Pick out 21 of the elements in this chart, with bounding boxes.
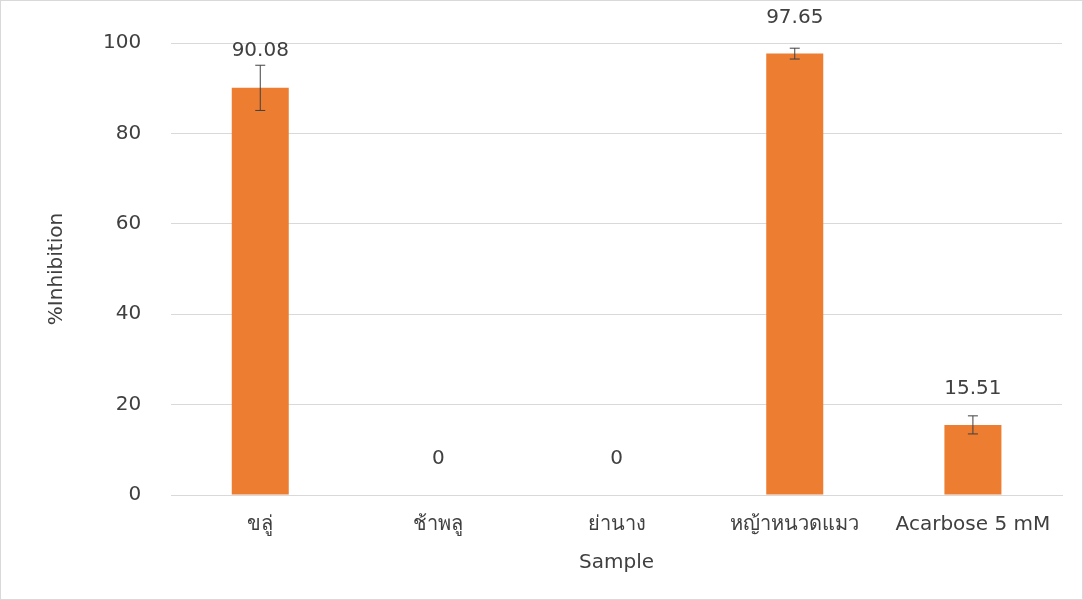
bar xyxy=(766,53,824,495)
x-tick-label: ขลู่ xyxy=(247,511,274,537)
y-tick-label: 80 xyxy=(115,119,142,144)
x-tick-label: Acarbose 5 mM xyxy=(895,511,1051,536)
y-tick-label: 60 xyxy=(115,210,142,234)
x-axis-title: Sample xyxy=(579,549,655,574)
y-tick-label: 0 xyxy=(128,481,142,506)
y-tick-label: 20 xyxy=(115,390,142,415)
data-label: 0 xyxy=(610,445,623,470)
data-label: 90.08 xyxy=(231,37,289,62)
bar xyxy=(231,87,289,495)
data-label: 15.51 xyxy=(944,375,1002,400)
y-axis-title: %Inhibition xyxy=(43,212,68,326)
y-tick-label: 100 xyxy=(102,29,142,54)
bar xyxy=(944,424,1002,495)
y-tick-label: 40 xyxy=(115,300,142,325)
data-label: 0 xyxy=(432,445,445,470)
x-tick-label: หญ้าหนวดแมว xyxy=(730,511,860,536)
data-label: 97.65 xyxy=(766,3,824,28)
x-tick-label: ช้าพลู xyxy=(413,511,464,537)
x-tick-label: ย่านาง xyxy=(587,511,646,536)
